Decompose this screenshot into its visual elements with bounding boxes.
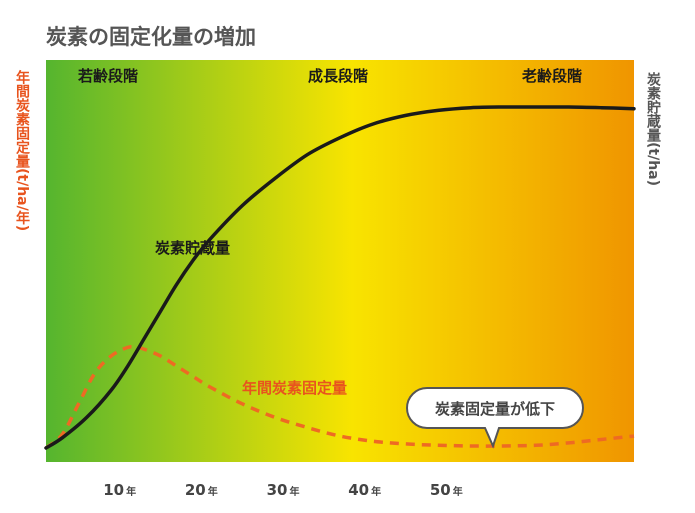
callout-bubble: 炭素固定量が低下 — [406, 387, 584, 449]
series-label-carbon-stock: 炭素貯蔵量 — [155, 239, 230, 257]
stage-label-old: 老齢段階 — [521, 67, 582, 85]
left-axis-label: 年間炭素固定量(t/ha/年) — [14, 69, 30, 231]
right-axis-label: 炭素貯蔵量(t/ha) — [645, 71, 661, 186]
stage-label-young: 若齢段階 — [77, 67, 138, 85]
x-tick-label: 40 年 — [348, 481, 381, 499]
series-line-carbon-stock — [44, 105, 636, 450]
callout-text: 炭素固定量が低下 — [435, 400, 555, 418]
x-axis-ticks: 10 年 20 年 30 年 40 年 50 年 — [103, 481, 462, 499]
chart-title: 炭素の固定化量の増加 — [46, 25, 256, 49]
x-tick-label: 10 年 — [103, 481, 136, 499]
stage-label-growth: 成長段階 — [308, 67, 368, 85]
series-line-annual-fixation — [44, 344, 635, 450]
callout-bubble-shape — [406, 387, 584, 449]
series-label-annual-fixation: 年間炭素固定量 — [242, 379, 347, 397]
x-tick-label: 30 年 — [267, 481, 300, 499]
x-tick-label: 50 年 — [430, 481, 463, 499]
x-tick-label: 20 年 — [185, 481, 218, 499]
